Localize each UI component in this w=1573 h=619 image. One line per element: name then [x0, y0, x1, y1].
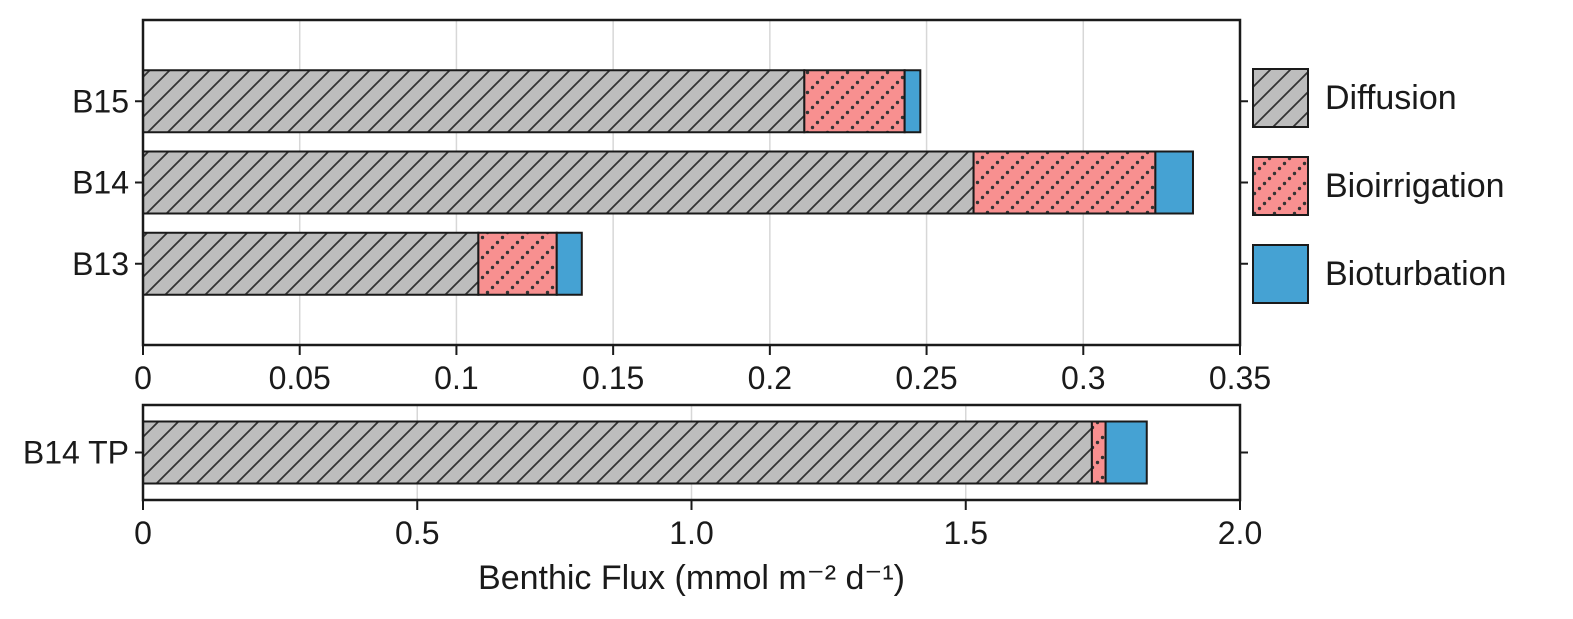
x-tick-label: 0.15	[582, 360, 644, 396]
x-tick-label: 0.05	[269, 360, 331, 396]
bioirrigation-swatch-icon	[1252, 156, 1309, 216]
legend-item-bioirrigation: Bioirrigation	[1252, 156, 1506, 216]
bar-segment-bioturbation	[555, 231, 583, 296]
bar-segment-bioirrigation	[1090, 420, 1107, 485]
legend-swatch-diffusion	[1252, 68, 1309, 128]
x-tick-label: 1.5	[944, 515, 988, 551]
legend-label-bioirrigation: Bioirrigation	[1325, 166, 1505, 205]
y-category-label: B13	[72, 246, 129, 282]
bar-segment-bioturbation	[1104, 420, 1148, 485]
y-category-label: B15	[72, 83, 129, 119]
legend-item-bioturbation: Bioturbation	[1252, 244, 1506, 304]
bar-segment-diffusion	[142, 69, 806, 134]
y-category-label: B14 TP	[23, 435, 129, 471]
x-tick-label: 2.0	[1218, 515, 1262, 551]
y-category-label: B14	[72, 165, 129, 201]
x-tick-label: 0	[134, 515, 152, 551]
legend-label-diffusion: Diffusion	[1325, 78, 1457, 117]
x-tick-label: 0	[134, 360, 152, 396]
bar-segment-diffusion	[142, 231, 480, 296]
bar-segment-bioturbation	[1154, 150, 1194, 215]
panel-border	[141, 403, 1242, 502]
legend: Diffusion Bioirrigation Bioturbation	[1252, 68, 1506, 304]
bar-segment-diffusion	[142, 150, 975, 215]
bar-segment-bioirrigation	[972, 150, 1157, 215]
bar-segment-diffusion	[142, 420, 1093, 485]
top-panel: B15 B14 B13 0 0.05 0.1 0.15 0.2 0.25 0.3 0.35	[72, 18, 1271, 396]
bioturbation-swatch-icon	[1252, 244, 1309, 304]
x-tick-label: 0.25	[895, 360, 957, 396]
panel-border	[141, 18, 1242, 347]
bar-segment-bioturbation	[903, 69, 922, 134]
x-tick-label: 0.1	[434, 360, 478, 396]
x-tick-label: 0.5	[395, 515, 439, 551]
x-axis-title: Benthic Flux (mmol m⁻² d⁻¹)	[478, 559, 905, 597]
diffusion-swatch-icon	[1252, 68, 1309, 128]
legend-item-diffusion: Diffusion	[1252, 68, 1506, 128]
legend-swatch-bioirrigation	[1252, 156, 1309, 216]
x-tick-label: 0.2	[748, 360, 792, 396]
legend-swatch-bioturbation	[1252, 244, 1309, 304]
bottom-panel: B14 TP 0 0.5 1.0 1.5 2.0	[23, 403, 1262, 551]
x-tick-label: 0.3	[1061, 360, 1105, 396]
x-tick-label: 0.35	[1209, 360, 1271, 396]
bar-segment-bioirrigation	[477, 231, 558, 296]
x-tick-label: 1.0	[669, 515, 713, 551]
legend-label-bioturbation: Bioturbation	[1325, 254, 1507, 293]
bar-segment-bioirrigation	[803, 69, 906, 134]
